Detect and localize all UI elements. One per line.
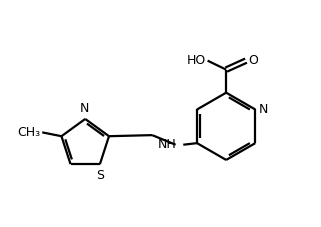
Text: N: N	[80, 102, 89, 115]
Text: CH₃: CH₃	[17, 126, 40, 139]
Text: S: S	[97, 169, 105, 182]
Text: HO: HO	[187, 54, 206, 67]
Text: NH: NH	[158, 138, 176, 151]
Text: N: N	[259, 103, 268, 116]
Text: O: O	[248, 54, 258, 67]
